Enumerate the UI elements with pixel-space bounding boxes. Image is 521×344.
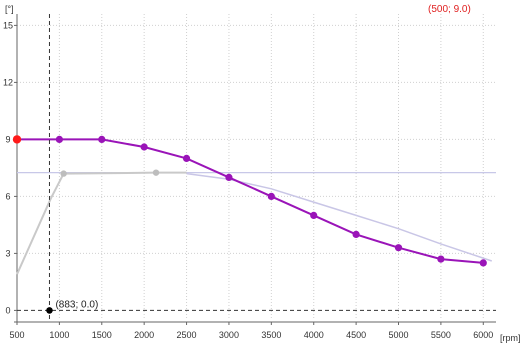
primary-curve-point <box>140 143 148 151</box>
primary-curve-point <box>310 211 318 219</box>
selected-point-readout: (500; 9.0) <box>428 4 471 15</box>
x-tick-label: 1000 <box>49 330 69 340</box>
y-tick-label: 3 <box>5 248 10 258</box>
primary-curve-point <box>98 135 106 143</box>
x-tick-label: 500 <box>9 330 24 340</box>
x-tick-label: 4000 <box>304 330 324 340</box>
x-tick-label: 5000 <box>388 330 408 340</box>
primary-curve-point <box>55 135 63 143</box>
cursor-readout: (883; 0.0) <box>55 299 98 310</box>
x-tick-label: 6000 <box>473 330 493 340</box>
series <box>12 135 496 275</box>
tick-labels: 500 1000 1500 2000 2500 3000 3500 4000 4500 5000 5… <box>3 20 493 340</box>
cursor-point <box>46 307 53 314</box>
x-tick-label: 2000 <box>134 330 154 340</box>
y-tick-label: 9 <box>5 134 10 144</box>
primary-curve-point <box>394 244 403 252</box>
x-tick-label: 1500 <box>92 330 112 340</box>
y-tick-label: 0 <box>5 305 10 315</box>
x-tick-label: 3500 <box>261 330 281 340</box>
primary-curve-point <box>437 255 445 263</box>
y-tick-label: 15 <box>3 20 13 30</box>
primary-curve-point <box>267 192 275 200</box>
x-tick-label: 4500 <box>346 330 366 340</box>
x-tick-label: 5500 <box>431 330 451 340</box>
gray-curve-point <box>60 170 67 177</box>
primary-curve-point <box>225 173 233 181</box>
axes <box>14 14 496 325</box>
gray-curve-point <box>152 169 160 176</box>
y-tick-label: 6 <box>5 191 10 201</box>
y-axis-unit-label: [°] <box>5 4 14 14</box>
primary-curve-point <box>479 259 487 267</box>
x-axis-unit-label: [rpm] <box>500 333 521 343</box>
cursor-crosshair <box>17 14 496 322</box>
gray-curve <box>16 171 187 275</box>
selected-point <box>12 135 22 144</box>
x-tick-label: 3000 <box>219 330 239 340</box>
primary-curve <box>17 138 484 264</box>
y-tick-label: 12 <box>3 77 13 87</box>
lavender-curve <box>186 172 493 262</box>
primary-curve-point <box>182 154 191 162</box>
grid <box>17 14 496 318</box>
primary-curve-point <box>352 230 360 238</box>
x-tick-label: 2500 <box>177 330 197 340</box>
